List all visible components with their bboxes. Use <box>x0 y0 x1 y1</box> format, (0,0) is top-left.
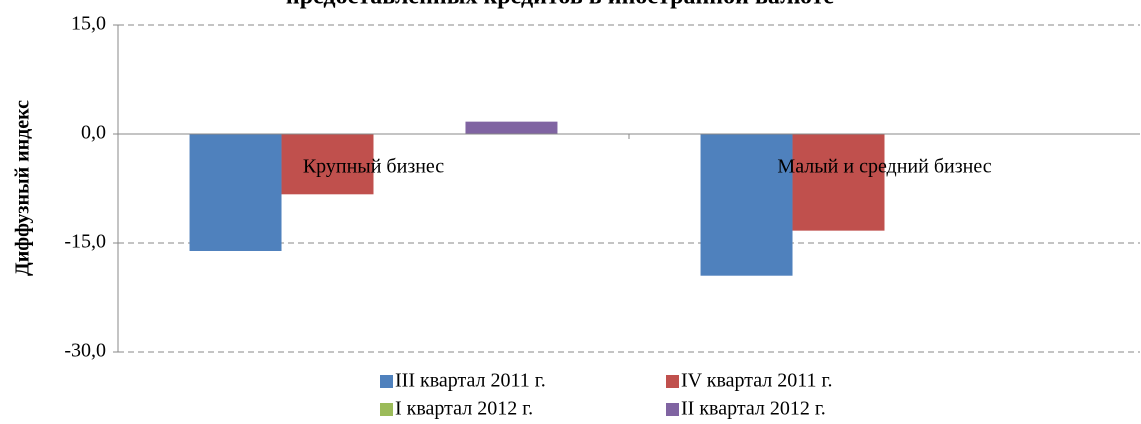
legend-label: IV квартал 2011 г. <box>681 370 832 392</box>
legend-swatch <box>666 375 679 388</box>
y-tick-label: -15,0 <box>64 231 106 253</box>
bar <box>281 134 374 195</box>
y-tick-label: 15,0 <box>71 13 106 35</box>
legend-label: III квартал 2011 г. <box>395 370 546 392</box>
y-tick-label: 0,0 <box>81 122 106 144</box>
legend-swatch <box>380 375 393 388</box>
legend-label: II квартал 2012 г. <box>681 398 826 420</box>
bar <box>792 134 885 231</box>
legend-swatch <box>380 403 393 416</box>
legend-swatch <box>666 403 679 416</box>
chart-title: предоставленных кредитов в иностранной в… <box>286 0 834 10</box>
category-label: Крупный бизнес <box>303 156 444 178</box>
legend-label: I квартал 2012 г. <box>395 398 533 420</box>
category-label: Малый и средний бизнес <box>777 156 991 178</box>
y-tick-label: -30,0 <box>64 340 106 362</box>
y-axis-label: Диффузный индекс <box>12 100 34 276</box>
bar <box>189 134 282 251</box>
bar <box>465 121 558 134</box>
bar <box>700 134 793 276</box>
